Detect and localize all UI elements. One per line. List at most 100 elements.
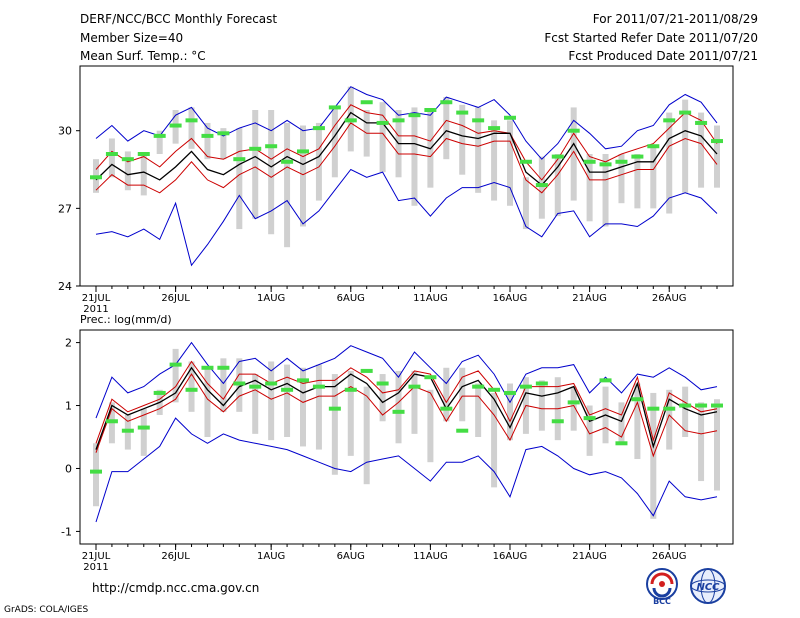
spread-box [554, 154, 561, 217]
spread-box [188, 107, 195, 149]
forecast-marker [328, 105, 341, 110]
forecast-marker [376, 120, 389, 125]
y-tick-label: 2 [65, 337, 72, 350]
forecast-marker [249, 146, 262, 151]
forecast-marker [567, 128, 580, 133]
spread-box [586, 405, 593, 456]
spread-box [220, 128, 227, 160]
forecast-marker [599, 162, 612, 167]
spread-box [538, 156, 545, 219]
forecast-marker [153, 133, 166, 138]
spread-box [714, 399, 720, 491]
x-tick-label: 6AUG [337, 551, 365, 562]
forecast-started-label: Fcst Started Refer Date 2011/07/20 [544, 31, 758, 45]
y-tick-label: -1 [61, 525, 72, 538]
forecast-marker [631, 397, 644, 402]
x-tick-label: 21AUG [572, 551, 607, 562]
x-tick-label: 21JUL [82, 293, 111, 304]
spread-box [252, 374, 259, 434]
forecast-marker [169, 362, 182, 367]
forecast-marker [360, 100, 373, 105]
forecast-marker [249, 384, 262, 389]
forecast-marker [201, 365, 214, 370]
forecast-marker [185, 118, 198, 123]
forecast-marker [535, 183, 548, 188]
spread-box [459, 367, 466, 422]
x-tick-label: 21JUL [82, 551, 111, 562]
y-tick-label: 30 [58, 125, 72, 138]
spread-box [714, 125, 720, 188]
spread-box [698, 112, 705, 188]
forecast-marker [551, 154, 564, 159]
forecast-marker [360, 368, 373, 373]
spread-box [491, 392, 498, 488]
forecast-marker [217, 365, 230, 370]
forecast-marker [312, 126, 325, 131]
forecast-marker [679, 110, 692, 115]
forecast-marker [583, 159, 596, 164]
series-line-max [95, 86, 718, 160]
spread-box [427, 389, 434, 463]
y-tick-label: 0 [65, 462, 72, 475]
spread-box [475, 107, 482, 193]
forecast-marker [169, 123, 182, 128]
forecast-period-label: For 2011/07/21-2011/08/29 [592, 12, 758, 26]
x-tick-label: 21AUG [572, 293, 607, 304]
forecast-marker [599, 378, 612, 383]
spread-box [379, 102, 386, 173]
series-line-min [95, 417, 718, 523]
spread-box [666, 389, 673, 450]
spread-box [315, 122, 322, 201]
spread-box [650, 146, 657, 209]
x-tick-label: 26JUL [161, 293, 190, 304]
source-url[interactable]: http://cmdp.ncc.cma.gov.cn [92, 581, 260, 595]
spread-box [634, 383, 641, 460]
forecast-marker [456, 110, 469, 115]
forecast-produced-label: Fcst Produced Date 2011/07/21 [568, 49, 758, 63]
series-line-upper [95, 104, 718, 181]
spread-box [443, 367, 450, 422]
forecast-marker [567, 400, 580, 405]
spread-box [204, 122, 211, 160]
spread-box [538, 380, 545, 431]
forecast-marker [551, 419, 564, 424]
spread-box [124, 151, 131, 191]
spread-box [347, 370, 354, 456]
member-size-label: Member Size=40 [80, 31, 184, 45]
spread-box [268, 361, 275, 441]
spread-box [140, 154, 147, 196]
bcc-logo-icon: BCC [646, 568, 678, 606]
x-tick-label: 26AUG [652, 551, 687, 562]
spread-box [634, 154, 641, 209]
x-tick-label: 26AUG [652, 293, 687, 304]
spread-box [698, 402, 705, 482]
forecast-marker [519, 159, 532, 164]
spread-box [363, 386, 370, 485]
spread-box [491, 120, 498, 201]
y-tick-label: 1 [65, 400, 72, 413]
spread-box [395, 370, 402, 444]
spread-box [411, 107, 418, 206]
forecast-marker [105, 419, 118, 424]
series-line-upper [95, 360, 718, 444]
forecast-marker [615, 159, 628, 164]
series-line-lower [95, 122, 718, 194]
forecast-marker [679, 403, 692, 408]
series-line-mean [95, 366, 718, 450]
spread-box [93, 443, 99, 507]
forecast-marker [663, 406, 676, 411]
plot-frame [79, 329, 734, 545]
forecast-marker [153, 390, 166, 395]
forecast-marker [440, 406, 453, 411]
forecast-marker [328, 406, 341, 411]
spread-box [570, 386, 577, 431]
spread-box [379, 374, 386, 422]
temperature-panel: 24 27 30 21JUL 26JUL 1AUG 6AUG 11AUG 16AUG 21AUG 2… [58, 65, 734, 315]
forecast-marker [472, 118, 485, 123]
forecast-marker [217, 131, 230, 136]
forecast-marker [105, 152, 118, 156]
y-tick-label: 24 [58, 280, 72, 293]
spread-box [300, 125, 306, 227]
spread-box [188, 361, 195, 412]
